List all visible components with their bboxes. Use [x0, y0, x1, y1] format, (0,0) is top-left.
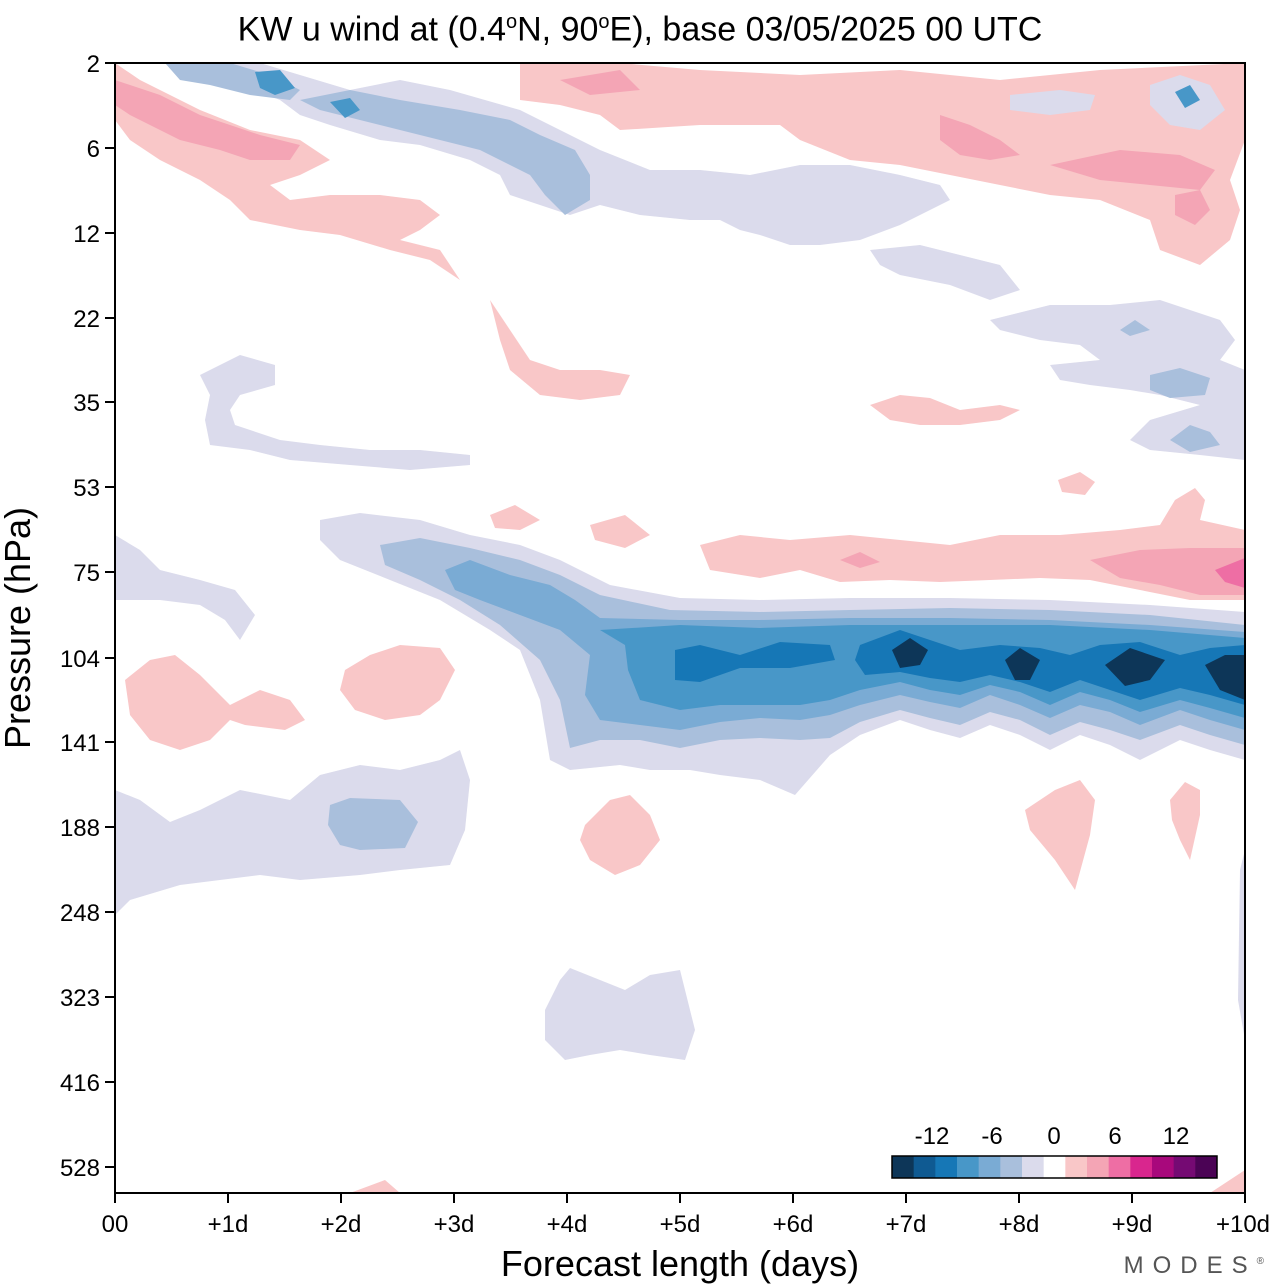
x-axis: 00 +1d +2d +3d +4d +5d +6d +7d +8d +9d +… — [102, 1193, 1270, 1284]
contour-upper-easterly-7 — [255, 70, 295, 95]
colorbar: -12 -6 0 6 12 — [891, 1123, 1218, 1179]
x-tick-label: 00 — [102, 1211, 129, 1238]
chart-title: KW u wind at (0.4oN, 90oE), base 03/05/2… — [237, 10, 1043, 49]
y-tick-label: 416 — [60, 1070, 100, 1097]
contour-jet-core-1 — [892, 638, 928, 668]
colorbar-swatch — [1173, 1156, 1196, 1178]
x-tick-label: +9d — [1112, 1211, 1153, 1238]
contour-upper-pink-deep-5 — [560, 70, 640, 95]
y-tick-label: 323 — [60, 985, 100, 1012]
colorbar-label: -6 — [981, 1123, 1002, 1150]
contour-tropo-westerly-7 — [1210, 1170, 1245, 1193]
contour-lower-strat-westerly-2 — [590, 515, 650, 548]
contour-mid-easterly-4 — [1120, 320, 1150, 336]
contour-upper-easterly-9 — [1175, 85, 1200, 108]
contour-left-easterly — [115, 535, 255, 640]
contour-tropo-easterly-4 — [1238, 850, 1245, 1040]
colorbar-label: 12 — [1163, 1123, 1190, 1150]
contour-tropo-westerly-3 — [580, 795, 660, 875]
colorbar-swatch — [1108, 1156, 1131, 1178]
contour-upper-westerly-2 — [520, 63, 1245, 265]
contour-tropo-westerly-4 — [1025, 780, 1095, 890]
contour-upper-easterly-6 — [300, 90, 590, 215]
y-tick-label: 22 — [73, 306, 100, 333]
colorbar-swatch — [1000, 1156, 1023, 1178]
y-tick-label: 12 — [73, 221, 100, 248]
colorbar-swatch — [1043, 1156, 1066, 1178]
contour-upper-pink-deep — [115, 80, 300, 160]
contour-upper-easterly-4 — [870, 245, 1020, 300]
contour-mid-westerly-spot — [870, 395, 1020, 425]
contour-upper-pink-deep-3 — [1050, 150, 1215, 190]
contour-mid-easterly — [990, 300, 1245, 460]
colorbar-label: 6 — [1108, 1123, 1121, 1150]
contour-lower-strat-westerly-3 — [700, 488, 1245, 600]
x-axis-title: Forecast length (days) — [501, 1243, 859, 1284]
colorbar-swatch — [978, 1156, 1001, 1178]
x-tick-label: +8d — [999, 1211, 1040, 1238]
colorbar-swatch — [892, 1156, 915, 1178]
contour-mid-easterly-left — [200, 355, 470, 470]
y-tick-label: 53 — [73, 475, 100, 502]
colorbar-swatch — [957, 1156, 980, 1178]
contour-mid-easterly-2 — [1150, 368, 1210, 398]
brand-logo: MODES® — [1123, 1252, 1264, 1279]
contour-upper-easterly-2 — [1010, 90, 1095, 115]
contour-tropo-westerly-6 — [350, 1180, 400, 1193]
x-tick-label: +1d — [208, 1211, 249, 1238]
x-tick-label: +4d — [547, 1211, 588, 1238]
contour-fields — [115, 63, 1245, 1193]
y-tick-label: 141 — [60, 730, 100, 757]
y-tick-label: 2 — [87, 51, 100, 78]
contour-lower-strat-westerly — [490, 505, 540, 530]
colorbar-label: 0 — [1047, 1123, 1060, 1150]
x-tick-label: +2d — [321, 1211, 362, 1238]
y-tick-label: 248 — [60, 900, 100, 927]
colorbar-swatch — [1087, 1156, 1110, 1178]
contour-lower-strat-westerly-5 — [1215, 558, 1245, 588]
y-tick-label: 6 — [87, 136, 100, 163]
x-tick-label: +5d — [660, 1211, 701, 1238]
x-tick-label: +6d — [773, 1211, 814, 1238]
contour-tropo-westerly-5 — [1170, 782, 1200, 860]
contour-upper-easterly-8 — [330, 98, 360, 118]
contour-jet-5 — [675, 642, 835, 682]
contour-jet-5b — [855, 630, 1245, 705]
y-tick-label: 188 — [60, 815, 100, 842]
contour-lower-strat-westerly-4 — [1090, 548, 1245, 595]
contour-upper-pink-deep-4 — [1175, 190, 1210, 225]
colorbar-swatch — [1152, 1156, 1175, 1178]
x-tick-label: +7d — [886, 1211, 927, 1238]
contour-upper-pink-deep-2 — [940, 115, 1020, 160]
contour-mid-westerly-spot-2 — [1058, 472, 1095, 495]
x-tick-label: +10d — [1216, 1211, 1270, 1238]
contour-tropo-easterly-3 — [545, 968, 695, 1060]
y-tick-label: 75 — [73, 560, 100, 587]
contour-tropo-easterly-2 — [328, 798, 418, 850]
contour-mid-easterly-3 — [1170, 425, 1220, 452]
y-tick-label: 35 — [73, 390, 100, 417]
colorbar-swatch — [1130, 1156, 1153, 1178]
y-tick-label: 528 — [60, 1155, 100, 1182]
y-axis: 2 6 12 22 35 53 75 104 141 188 248 323 4… — [0, 51, 115, 1182]
contour-jet-core-2 — [1005, 648, 1040, 680]
colorbar-swatch — [935, 1156, 958, 1178]
contour-tropo-westerly-1 — [125, 655, 305, 750]
contour-jet-core-4 — [1205, 655, 1245, 700]
colorbar-swatch — [913, 1156, 936, 1178]
colorbar-swatch — [1022, 1156, 1045, 1178]
contour-lower-strat-westerly-6 — [840, 552, 880, 568]
contour-tropo-easterly-1 — [115, 750, 470, 915]
colorbar-swatch — [1065, 1156, 1088, 1178]
colorbar-label: -12 — [915, 1123, 950, 1150]
y-axis-title: Pressure (hPa) — [0, 507, 38, 749]
contour-tropo-westerly-2 — [340, 645, 455, 720]
colorbar-swatch — [1195, 1156, 1218, 1178]
y-tick-label: 104 — [60, 646, 100, 673]
contour-jet-core-3 — [1105, 648, 1165, 686]
x-tick-label: +3d — [434, 1211, 475, 1238]
